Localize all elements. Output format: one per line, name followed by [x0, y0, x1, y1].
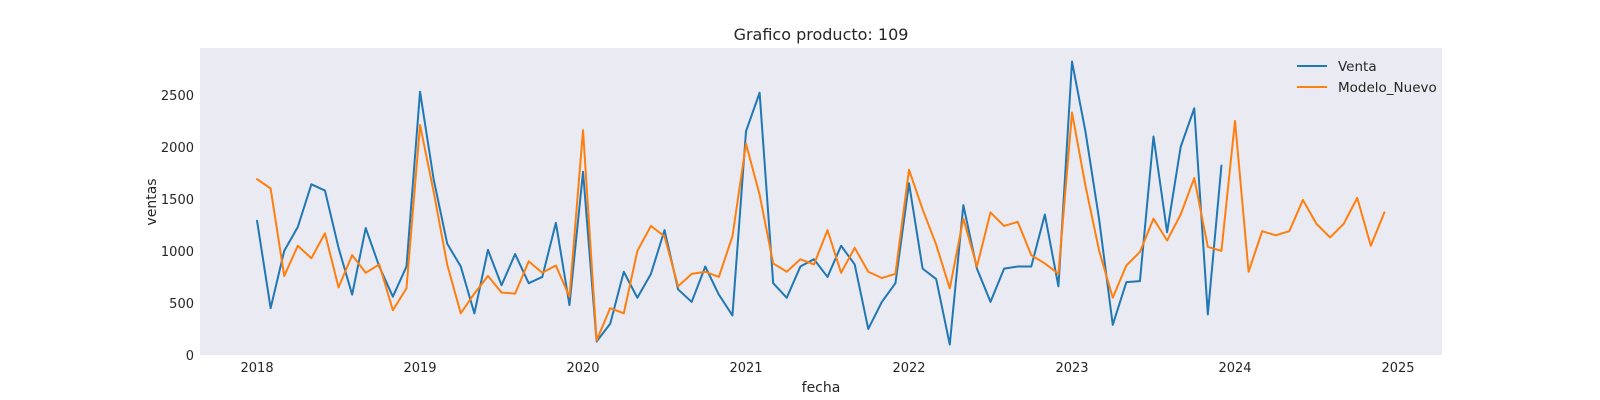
y-tick-label: 0	[186, 349, 194, 364]
y-axis: 0 500 1000 1500 2000 2500	[161, 89, 194, 364]
chart-title: Grafico producto: 109	[734, 25, 909, 44]
legend: Venta Modelo_Nuevo	[1297, 59, 1437, 96]
y-tick-label: 2500	[161, 89, 194, 104]
x-tick-label: 2019	[403, 361, 436, 376]
x-tick-label: 2023	[1055, 361, 1088, 376]
series-line-modelo-nuevo	[256, 111, 1386, 342]
x-tick-label: 2020	[566, 361, 599, 376]
y-tick-label: 1500	[161, 193, 194, 208]
y-tick-label: 1000	[161, 245, 194, 260]
y-axis-label: ventas	[144, 178, 160, 225]
x-tick-label: 2025	[1381, 361, 1414, 376]
plot-area	[200, 48, 1442, 355]
y-tick-label: 500	[169, 297, 194, 312]
x-axis: 2018 2019 2020 2021 2022 2023 2024 2025	[241, 361, 1415, 376]
x-tick-label: 2022	[892, 361, 925, 376]
x-tick-label: 2024	[1218, 361, 1251, 376]
x-tick-label: 2021	[729, 361, 762, 376]
x-tick-label: 2018	[241, 361, 274, 376]
legend-label: Modelo_Nuevo	[1338, 80, 1437, 96]
series-lines	[256, 60, 1386, 346]
x-axis-label: fecha	[802, 380, 841, 396]
y-tick-label: 2000	[161, 141, 194, 156]
legend-label: Venta	[1338, 59, 1377, 75]
